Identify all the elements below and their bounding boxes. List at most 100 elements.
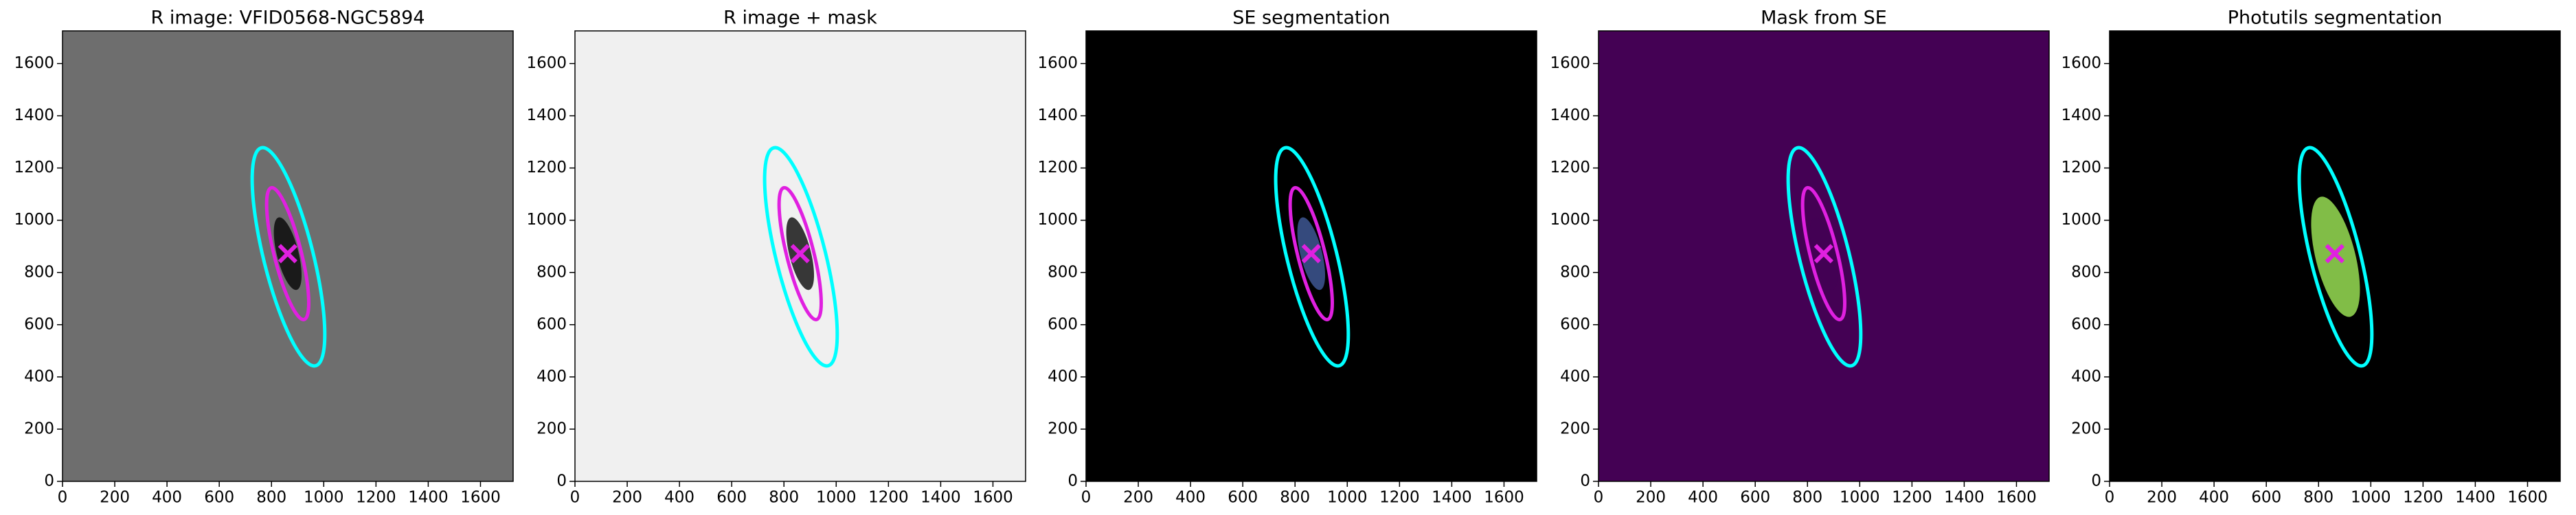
- y-tick-label: 1600: [1037, 54, 1078, 72]
- aperture-ellipse: [777, 185, 823, 321]
- overlay: [762, 146, 839, 368]
- x-tick-label: 1600: [1996, 489, 2037, 507]
- x-tick-label: 400: [152, 489, 182, 507]
- aperture-ellipse: [1786, 146, 1863, 368]
- x-tick-label: 1000: [304, 489, 344, 507]
- x-tick-label: 1400: [1944, 489, 1985, 507]
- x-tick-label: 0: [2105, 489, 2115, 507]
- y-tick-label: 1000: [1550, 211, 1590, 229]
- overlay: [1274, 146, 1351, 368]
- panel-title: R image + mask: [723, 8, 877, 29]
- x-tick-label: 1200: [1892, 489, 1932, 507]
- y-tick-label: 600: [24, 315, 54, 333]
- x-tick-label: 1000: [1327, 489, 1368, 507]
- y-tick-label: 600: [536, 315, 567, 333]
- axes: 0 200 400 600 800 1000 1200 1400 1600 0 200 400 600 8…: [1037, 8, 1537, 507]
- center-marker: [1301, 244, 1321, 264]
- y-tick-label: 1000: [2061, 211, 2101, 229]
- x-tick-label: 200: [2147, 489, 2177, 507]
- x-tick-label: 1600: [973, 489, 1013, 507]
- axes: 0 200 400 600 800 1000 1200 1400 1600 0 200 400 600 8…: [526, 8, 1026, 507]
- y-tick-label: 400: [536, 367, 567, 385]
- x-tick-label: 1200: [868, 489, 909, 507]
- x-tick-label: 1200: [356, 489, 396, 507]
- panel-title: SE segmentation: [1232, 8, 1390, 29]
- y-tick-label: 1400: [1550, 106, 1590, 124]
- x-tick-label: 1400: [2455, 489, 2496, 507]
- y-tick-label: 1600: [2061, 54, 2101, 72]
- y-tick-label: 200: [1048, 420, 1078, 437]
- x-tick-label: 1400: [920, 489, 961, 507]
- x-tick-label: 200: [1636, 489, 1666, 507]
- aperture-ellipse: [1800, 185, 1846, 321]
- center-marker: [1814, 244, 1833, 264]
- x-tick-label: 400: [1175, 489, 1206, 507]
- aperture-ellipse: [264, 185, 310, 321]
- y-tick-label: 400: [24, 367, 54, 385]
- x-tick-label: 600: [1740, 489, 1770, 507]
- center-marker: [278, 244, 297, 264]
- x-tick-label: 600: [716, 489, 747, 507]
- y-tick-label: 0: [556, 472, 567, 490]
- x-tick-label: 200: [1123, 489, 1153, 507]
- y-tick-label: 0: [1580, 472, 1590, 490]
- x-tick-label: 1400: [1432, 489, 1472, 507]
- axes-frame: [1085, 30, 1537, 482]
- y-tick-label: 1200: [1037, 159, 1078, 176]
- overlay: [250, 146, 327, 368]
- x-tick-label: 0: [1594, 489, 1604, 507]
- x-tick-label: 800: [256, 489, 286, 507]
- x-tick-label: 800: [1792, 489, 1822, 507]
- x-tick-label: 1000: [1840, 489, 1880, 507]
- panel-title: Photutils segmentation: [2228, 8, 2443, 29]
- axes-frame: [574, 30, 1026, 482]
- y-tick-label: 800: [536, 263, 567, 281]
- y-tick-label: 1200: [526, 159, 567, 176]
- y-tick-label: 1400: [1037, 106, 1078, 124]
- center-marker: [790, 244, 810, 264]
- axes: 0 200 400 600 800 1000 1200 1400 1600 0 200 400 600 8…: [2061, 8, 2561, 507]
- x-tick-label: 1000: [2351, 489, 2391, 507]
- y-tick-label: 400: [1048, 367, 1078, 385]
- aperture-ellipse: [1274, 146, 1351, 368]
- x-tick-label: 800: [2303, 489, 2334, 507]
- y-tick-label: 0: [2091, 472, 2101, 490]
- x-tick-label: 400: [2199, 489, 2229, 507]
- y-tick-label: 1000: [1037, 211, 1078, 229]
- x-tick-label: 1000: [816, 489, 857, 507]
- y-tick-label: 600: [2071, 315, 2101, 333]
- y-tick-label: 1600: [1550, 54, 1590, 72]
- y-tick-label: 1200: [2061, 159, 2101, 176]
- y-tick-label: 0: [44, 472, 54, 490]
- x-tick-label: 1600: [1484, 489, 1524, 507]
- panel-title: Mask from SE: [1761, 8, 1887, 29]
- x-tick-label: 800: [769, 489, 799, 507]
- y-tick-label: 200: [2071, 420, 2101, 437]
- x-tick-label: 200: [100, 489, 130, 507]
- axes-frame: [62, 30, 514, 482]
- y-tick-label: 1400: [14, 106, 54, 124]
- x-tick-label: 600: [1228, 489, 1258, 507]
- y-tick-label: 200: [536, 420, 567, 437]
- x-tick-label: 1600: [2507, 489, 2548, 507]
- y-tick-label: 1000: [526, 211, 567, 229]
- x-tick-label: 800: [1280, 489, 1310, 507]
- center-marker: [2325, 244, 2345, 264]
- y-tick-label: 200: [24, 420, 54, 437]
- y-tick-label: 1200: [14, 159, 54, 176]
- y-tick-label: 800: [1560, 263, 1590, 281]
- panel-title: R image: VFID0568-NGC5894: [150, 8, 425, 29]
- y-tick-label: 1600: [526, 54, 567, 72]
- aperture-ellipse: [250, 146, 327, 368]
- x-tick-label: 0: [570, 489, 580, 507]
- axes-frame: [2109, 30, 2561, 482]
- x-tick-label: 0: [58, 489, 68, 507]
- y-tick-label: 800: [2071, 263, 2101, 281]
- y-tick-label: 1600: [14, 54, 54, 72]
- y-tick-label: 600: [1560, 315, 1590, 333]
- axes-frame: [1598, 30, 2050, 482]
- y-tick-label: 200: [1560, 420, 1590, 437]
- y-tick-label: 600: [1048, 315, 1078, 333]
- aperture-ellipse: [2297, 146, 2374, 368]
